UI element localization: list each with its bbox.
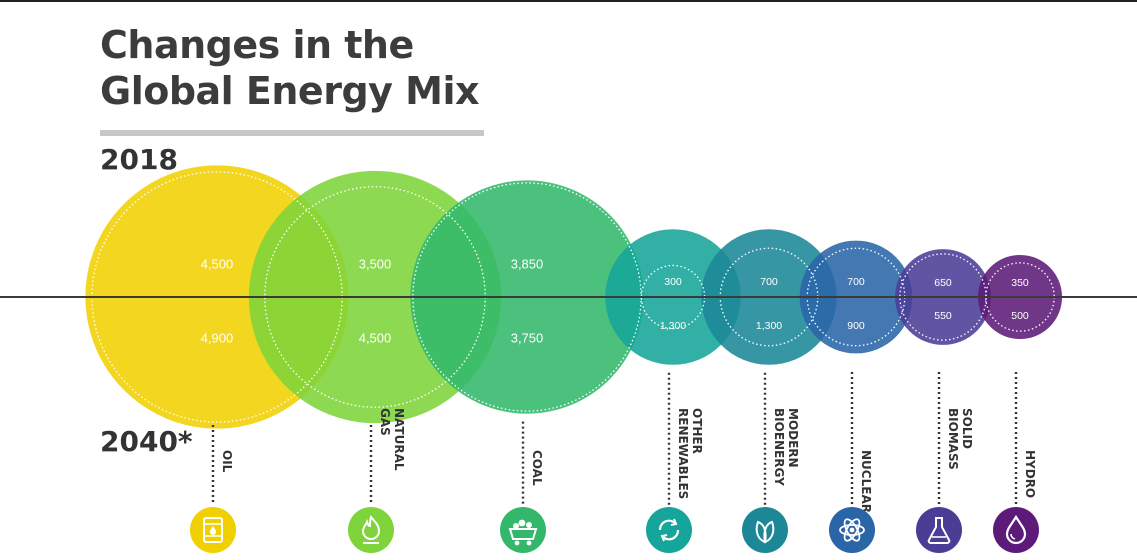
category-label-modern-bioenergy: MODERN BIOENERGY [772, 408, 800, 486]
value-2018-coal: 3,850 [511, 256, 544, 271]
category-label-solid-biomass: SOLID BIOMASS [946, 408, 974, 470]
title-line-2: Global Energy Mix [100, 69, 480, 113]
water-drop-icon [993, 507, 1039, 553]
chart-title: Changes in the Global Energy Mix [100, 22, 480, 114]
leaf-icon [742, 507, 788, 553]
title-underline [100, 130, 484, 136]
value-2018-oil: 4,500 [201, 256, 234, 271]
value-2018-hydro: 350 [1011, 277, 1029, 289]
year-label-2040: 2040* [100, 425, 193, 458]
value-2018-solid-biomass: 650 [934, 277, 952, 289]
category-label-coal: COAL [530, 450, 544, 486]
value-2040-modern-bioenergy: 1,300 [756, 320, 782, 332]
value-labels: 4,500 4,900 3,500 4,500 3,850 3,750 300 1,300 70… [201, 256, 1029, 345]
value-2018-natural-gas: 3,500 [359, 256, 392, 271]
flask-icon [916, 507, 962, 553]
atom-icon [829, 507, 875, 553]
category-label-natural-gas: NATURAL GAS [378, 408, 406, 471]
value-2040-natural-gas: 4,500 [359, 330, 392, 345]
title-line-1: Changes in the [100, 23, 414, 67]
value-2040-other-renewables: 1,300 [660, 320, 686, 332]
value-2018-other-renewables: 300 [664, 276, 682, 288]
leader-lines [211, 372, 1018, 505]
recycle-icon [646, 507, 692, 553]
value-2018-nuclear: 700 [847, 276, 865, 288]
value-2040-solid-biomass: 550 [934, 310, 952, 322]
year-label-2018: 2018 [100, 143, 178, 176]
value-2018-modern-bioenergy: 700 [760, 276, 778, 288]
oil-barrel-icon [190, 507, 236, 553]
category-label-hydro: HYDRO [1023, 450, 1037, 499]
category-label-nuclear: NUCLEAR [859, 450, 873, 513]
flame-icon [348, 507, 394, 553]
category-label-other-renewables: OTHER RENEWABLES [676, 408, 704, 500]
coal-cart-icon [500, 507, 546, 553]
value-2040-hydro: 500 [1011, 310, 1029, 322]
value-2040-nuclear: 900 [847, 320, 865, 332]
category-label-oil: OIL [220, 450, 234, 473]
top-border [0, 0, 1137, 2]
value-2040-coal: 3,750 [511, 330, 544, 345]
value-2040-oil: 4,900 [201, 330, 234, 345]
